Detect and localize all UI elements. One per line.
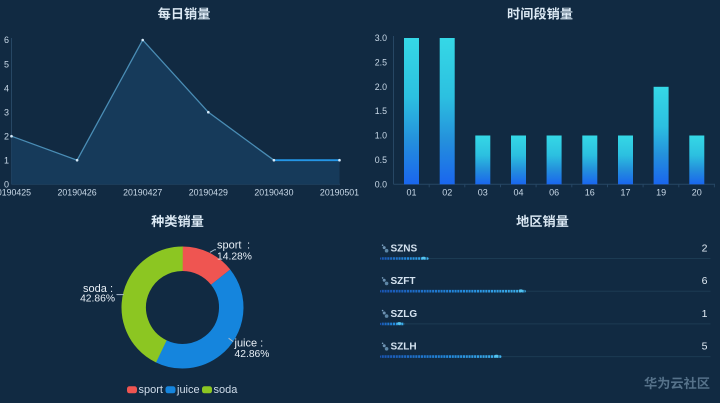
svg-text:0: 0 bbox=[4, 180, 9, 190]
svg-text:SZLG: SZLG bbox=[391, 309, 418, 320]
svg-text:5: 5 bbox=[702, 341, 708, 353]
svg-text:1: 1 bbox=[4, 155, 9, 165]
svg-text:1: 1 bbox=[702, 308, 708, 320]
svg-text:20190426: 20190426 bbox=[58, 188, 97, 198]
svg-text:5: 5 bbox=[4, 59, 9, 69]
svg-text:20190430: 20190430 bbox=[254, 188, 293, 198]
svg-text:4: 4 bbox=[4, 83, 9, 93]
svg-text:2: 2 bbox=[702, 243, 708, 255]
svg-text:20190429: 20190429 bbox=[189, 188, 228, 198]
svg-text:0.5: 0.5 bbox=[375, 155, 387, 165]
svg-text:SZLH: SZLH bbox=[391, 342, 417, 353]
svg-text:sport :: sport : bbox=[217, 239, 250, 251]
svg-text:sport: sport bbox=[139, 384, 163, 396]
svg-text:04: 04 bbox=[513, 188, 523, 198]
svg-text:0.0: 0.0 bbox=[375, 179, 387, 189]
svg-text:2: 2 bbox=[4, 131, 9, 141]
svg-text:19: 19 bbox=[656, 188, 666, 198]
svg-text:03: 03 bbox=[478, 188, 488, 198]
svg-text:3: 3 bbox=[4, 107, 9, 117]
svg-text:17: 17 bbox=[620, 188, 630, 198]
svg-text:juice :: juice : bbox=[234, 337, 264, 349]
svg-text:20190427: 20190427 bbox=[123, 188, 162, 198]
svg-text:6: 6 bbox=[4, 35, 9, 45]
svg-text:2.0: 2.0 bbox=[375, 82, 387, 92]
svg-text:juice: juice bbox=[176, 384, 200, 396]
svg-text:14.28%: 14.28% bbox=[217, 252, 252, 263]
svg-text:16: 16 bbox=[585, 188, 595, 198]
svg-text:20190425: 20190425 bbox=[0, 188, 31, 198]
svg-text:02: 02 bbox=[442, 188, 452, 198]
svg-text:20190501: 20190501 bbox=[320, 188, 359, 198]
svg-text:1.5: 1.5 bbox=[375, 106, 387, 116]
svg-text:1.0: 1.0 bbox=[375, 131, 387, 141]
svg-text:6: 6 bbox=[702, 275, 708, 287]
svg-text:06: 06 bbox=[549, 188, 559, 198]
svg-text:20: 20 bbox=[692, 188, 702, 198]
svg-text:SZFT: SZFT bbox=[391, 276, 416, 287]
svg-text:soda :: soda : bbox=[83, 283, 113, 295]
svg-text:3.0: 3.0 bbox=[375, 33, 387, 43]
svg-text:01: 01 bbox=[406, 188, 416, 198]
svg-text:SZNS: SZNS bbox=[391, 244, 418, 255]
svg-text:42.86%: 42.86% bbox=[80, 294, 115, 305]
svg-text:42.86%: 42.86% bbox=[235, 349, 270, 360]
svg-text:soda: soda bbox=[214, 384, 239, 396]
svg-text:2.5: 2.5 bbox=[375, 57, 387, 67]
